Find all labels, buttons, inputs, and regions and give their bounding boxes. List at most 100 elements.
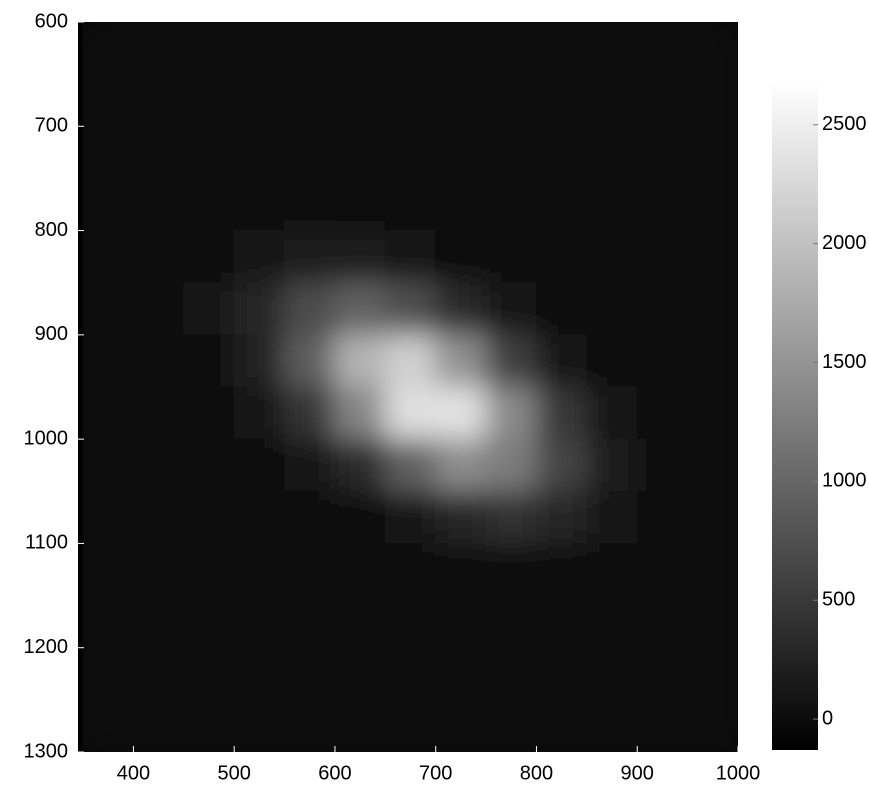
- heatmap-cell: [435, 386, 487, 440]
- heatmap-cell: [82, 438, 134, 492]
- heatmap-cell: [636, 542, 689, 597]
- colorbar-tick-label: 2000: [822, 232, 867, 254]
- heatmap-cell: [384, 125, 437, 179]
- heatmap-cell: [233, 22, 286, 75]
- heatmap-cell: [586, 386, 638, 440]
- heatmap-cell: [687, 386, 738, 440]
- heatmap-cell: [687, 438, 738, 492]
- heatmap-cell: [132, 282, 185, 336]
- y-tick-label: 1300: [24, 740, 69, 762]
- heatmap-cell: [535, 230, 588, 284]
- heatmap-cell: [183, 334, 235, 388]
- heatmap-cell: [435, 542, 487, 597]
- heatmap-cell: [384, 386, 437, 440]
- heatmap-cell: [132, 230, 185, 284]
- heatmap-cell: [82, 490, 134, 544]
- heatmap-cell: [284, 490, 336, 544]
- heatmap-cell: [183, 647, 235, 701]
- heatmap-cell: [284, 386, 336, 440]
- heatmap-cell: [485, 230, 537, 284]
- heatmap-cell: [334, 334, 386, 388]
- heatmap-cell: [485, 490, 537, 544]
- heatmap-cell: [132, 73, 185, 127]
- colorbar-tick-label: 1500: [822, 351, 867, 373]
- heatmap-cell: [284, 230, 336, 284]
- heatmap-cell: [435, 177, 487, 232]
- heatmap-cell: [82, 647, 134, 701]
- plot-area: [78, 22, 738, 752]
- heatmap-cell: [636, 177, 689, 232]
- heatmap-cell: [535, 595, 588, 649]
- heatmap-cell: [284, 595, 336, 649]
- heatmap-cell: [435, 490, 487, 544]
- heatmap-cell: [535, 386, 588, 440]
- heatmap-cell: [183, 22, 235, 75]
- colorbar-tick-label: 1000: [822, 470, 867, 492]
- heatmap-cell: [384, 490, 437, 544]
- heatmap-cell: [233, 177, 286, 232]
- axes: 400 500 600 700 800 900 1000 600 700 800 900 1000 11…: [24, 10, 867, 784]
- heatmap-cell: [435, 73, 487, 127]
- heatmap-cell: [485, 438, 537, 492]
- heatmap-cell: [384, 542, 437, 597]
- heatmap-cell: [687, 334, 738, 388]
- heatmap-cell: [82, 22, 134, 75]
- heatmap-cell: [132, 438, 185, 492]
- heatmap-cell: [384, 647, 437, 701]
- heatmap-cell: [384, 73, 437, 127]
- heatmap-cell: [384, 177, 437, 232]
- heatmap-cell: [334, 22, 386, 75]
- heatmap-cell: [183, 595, 235, 649]
- heatmap-cell: [636, 125, 689, 179]
- heatmap-cell: [132, 542, 185, 597]
- heatmap-cell: [183, 386, 235, 440]
- heatmap-cell: [485, 125, 537, 179]
- heatmap-cell: [435, 595, 487, 649]
- heatmap-cell: [82, 177, 134, 232]
- heatmap-cell: [183, 282, 235, 336]
- heatmap-cell: [284, 125, 336, 179]
- heatmap-cell: [636, 595, 689, 649]
- heatmap-cell: [132, 490, 185, 544]
- heatmap-cell: [334, 438, 386, 492]
- heatmap-cell: [132, 647, 185, 701]
- heatmap-cell: [284, 542, 336, 597]
- heatmap-cell: [233, 438, 286, 492]
- heatmap-cell: [284, 73, 336, 127]
- heatmap-cell: [82, 334, 134, 388]
- x-tick-label: 800: [520, 762, 553, 784]
- heatmap-cell: [384, 230, 437, 284]
- heatmap-cell: [82, 386, 134, 440]
- heatmap-cell: [535, 542, 588, 597]
- heatmap-cell: [636, 438, 689, 492]
- heatmap: [82, 22, 738, 752]
- heatmap-cell: [233, 595, 286, 649]
- heatmap-cell: [82, 542, 134, 597]
- heatmap-cell: [334, 386, 386, 440]
- heatmap-cell: [485, 282, 537, 336]
- heatmap-cell: [132, 125, 185, 179]
- heatmap-cell: [233, 230, 286, 284]
- heatmap-cell: [586, 438, 638, 492]
- heatmap-cell: [687, 177, 738, 232]
- heatmap-cell: [334, 647, 386, 701]
- heatmap-cell: [435, 125, 487, 179]
- heatmap-cell: [586, 282, 638, 336]
- heatmap-cell: [183, 125, 235, 179]
- heatmap-cell: [82, 230, 134, 284]
- heatmap-cell: [233, 699, 286, 752]
- heatmap-cell: [233, 73, 286, 127]
- heatmap-cell: [384, 438, 437, 492]
- heatmap-cell: [687, 699, 738, 752]
- heatmap-cell: [384, 595, 437, 649]
- heatmap-cell: [132, 334, 185, 388]
- heatmap-cell: [334, 230, 386, 284]
- heatmap-cell: [132, 386, 185, 440]
- heatmap-cell: [435, 647, 487, 701]
- heatmap-cell: [435, 438, 487, 492]
- heatmap-cell: [535, 22, 588, 75]
- x-tick-label: 900: [621, 762, 654, 784]
- heatmap-cell: [82, 125, 134, 179]
- x-tick-label: 600: [318, 762, 351, 784]
